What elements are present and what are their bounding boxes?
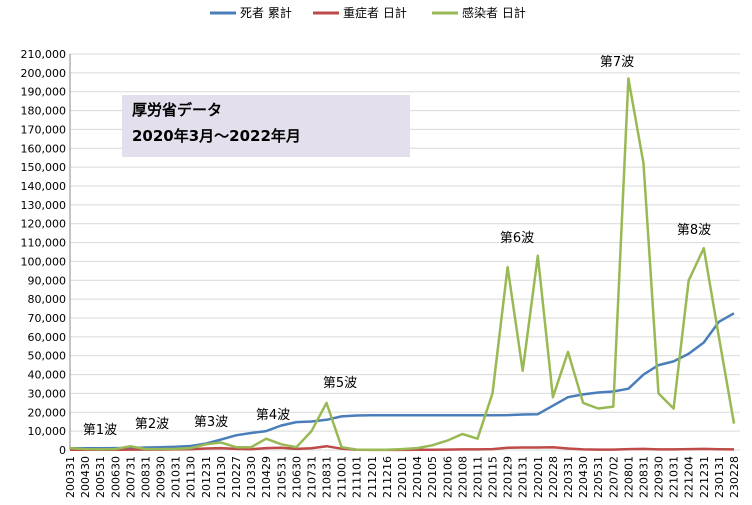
x-tick-label: 221204 (683, 456, 696, 498)
x-tick-label: 220930 (653, 456, 666, 498)
y-tick-label: 50,000 (28, 350, 67, 363)
annotation: 第8波 (677, 223, 711, 238)
x-tick-label: 210630 (290, 456, 303, 498)
y-tick-label: 120,000 (21, 218, 67, 231)
annotation: 第7波 (600, 55, 634, 70)
x-tick-label: 211216 (381, 456, 394, 498)
y-tick-label: 20,000 (28, 406, 67, 419)
x-tick-label: 220131 (517, 456, 530, 498)
y-tick-label: 180,000 (21, 105, 67, 118)
y-tick-label: 0 (59, 444, 66, 457)
annotation: 第1波 (83, 423, 117, 438)
x-tick-label: 221031 (668, 456, 681, 498)
x-tick-label: 210330 (245, 456, 258, 498)
note-box (122, 95, 410, 157)
y-tick-label: 140,000 (21, 180, 67, 193)
x-tick-label: 220531 (592, 456, 605, 498)
x-tick-label: 220228 (547, 456, 560, 498)
x-tick-label: 230228 (728, 456, 741, 498)
series-line (69, 77, 736, 452)
x-tick-label: 201031 (170, 456, 183, 498)
x-tick-label: 201130 (185, 456, 198, 498)
y-tick-label: 100,000 (21, 255, 67, 268)
legend-label: 死者 累計 (240, 5, 292, 20)
x-tick-label: 200531 (94, 456, 107, 498)
y-tick-label: 190,000 (21, 86, 67, 99)
annotation: 第2波 (135, 417, 169, 432)
x-tick-label: 220106 (441, 456, 454, 498)
y-tick-label: 130,000 (21, 199, 67, 212)
y-tick-label: 110,000 (21, 237, 67, 250)
y-tick-label: 10,000 (28, 425, 67, 438)
x-tick-label: 220702 (607, 456, 620, 498)
x-tick-label: 210429 (260, 456, 273, 498)
y-tick-label: 170,000 (21, 123, 67, 136)
annotation: 第4波 (256, 408, 290, 423)
x-tick-label: 200430 (79, 456, 92, 498)
legend-label: 重症者 日計 (343, 5, 407, 20)
x-tick-label: 220331 (562, 456, 575, 498)
x-tick-label: 220108 (456, 456, 469, 498)
x-tick-label: 220831 (637, 456, 650, 498)
y-tick-label: 90,000 (28, 274, 67, 287)
y-tick-label: 200,000 (21, 67, 67, 80)
x-tick-label: 220115 (487, 456, 500, 498)
x-tick-label: 230131 (713, 456, 726, 498)
note-line: 2020年3月～2022年月 (132, 127, 301, 145)
x-tick-label: 211101 (351, 456, 364, 498)
annotation: 第6波 (500, 231, 534, 246)
x-tick-label: 220129 (502, 456, 515, 498)
y-tick-label: 80,000 (28, 293, 67, 306)
y-tick-label: 210,000 (21, 48, 67, 61)
y-tick-label: 70,000 (28, 312, 67, 325)
x-tick-label: 220105 (426, 456, 439, 498)
x-tick-label: 200630 (109, 456, 122, 498)
x-tick-label: 200930 (155, 456, 168, 498)
x-tick-label: 210831 (321, 456, 334, 498)
x-tick-label: 221231 (698, 456, 711, 498)
note-line: 厚労省データ (132, 101, 222, 119)
x-tick-label: 210130 (215, 456, 228, 498)
y-tick-label: 60,000 (28, 331, 67, 344)
x-tick-label: 220201 (532, 456, 545, 498)
annotation: 第3波 (194, 415, 228, 430)
x-tick-label: 201231 (200, 456, 213, 498)
y-tick-label: 40,000 (28, 369, 67, 382)
x-tick-label: 210731 (305, 456, 318, 498)
y-tick-label: 150,000 (21, 161, 67, 174)
x-tick-label: 200331 (64, 456, 77, 498)
annotation: 第5波 (323, 376, 357, 391)
x-tick-label: 210531 (275, 456, 288, 498)
x-tick-label: 220111 (471, 456, 484, 498)
series-line (70, 312, 735, 450)
x-tick-label: 200831 (139, 456, 152, 498)
legend-label: 感染者 日計 (462, 5, 526, 20)
x-tick-label: 220801 (622, 456, 635, 498)
x-tick-label: 200731 (124, 456, 137, 498)
x-tick-label: 211001 (336, 456, 349, 498)
y-tick-label: 160,000 (21, 142, 67, 155)
x-tick-label: 220430 (577, 456, 590, 498)
x-tick-label: 220104 (411, 456, 424, 498)
x-tick-label: 211201 (366, 456, 379, 498)
y-tick-label: 30,000 (28, 387, 67, 400)
x-tick-label: 210227 (230, 456, 243, 498)
x-tick-label: 220101 (396, 456, 409, 498)
